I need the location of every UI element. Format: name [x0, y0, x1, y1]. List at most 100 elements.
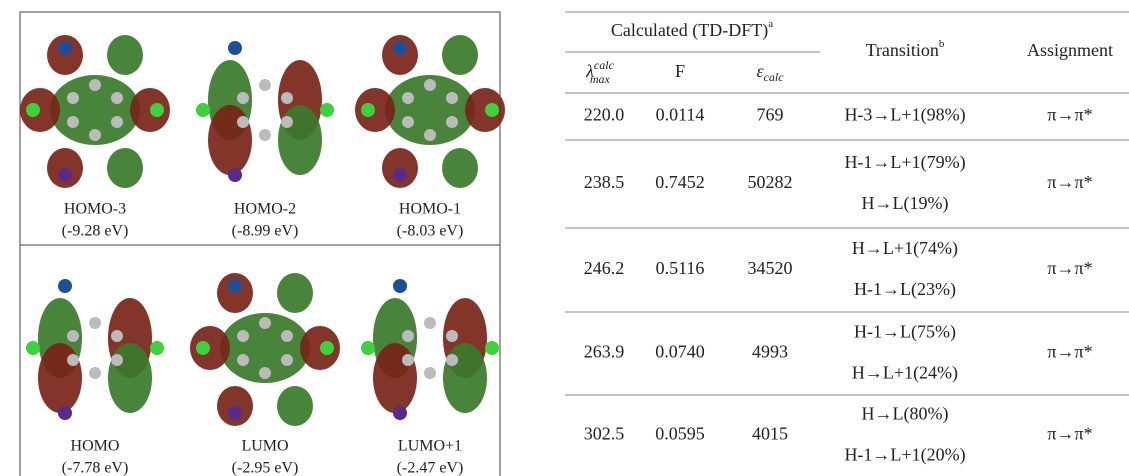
orbital-energy: (-2.95 eV) — [232, 460, 299, 476]
atom — [89, 317, 101, 329]
atom — [320, 341, 334, 355]
atom — [228, 41, 242, 55]
orbital-image — [196, 41, 334, 182]
atom — [259, 79, 271, 91]
atom — [281, 116, 293, 128]
cell-f: 0.5116 — [656, 258, 705, 278]
orbital-lobe — [278, 105, 322, 175]
atom — [237, 116, 249, 128]
cell-eps: 34520 — [748, 258, 793, 278]
atom — [196, 103, 210, 117]
orbital-lobe — [277, 273, 313, 313]
cell-assignment: π→π* — [1047, 105, 1092, 125]
atom — [361, 103, 375, 117]
cell-assignment: π→π* — [1047, 258, 1092, 278]
cell-f: 0.0114 — [656, 105, 705, 125]
atom — [402, 92, 414, 104]
orbital-lobe — [107, 148, 143, 188]
orbital-energy: (-8.99 eV) — [232, 223, 299, 240]
orbital-label: HOMO-2 — [234, 201, 296, 218]
cell-transition: H-1→L+1(20%) — [844, 445, 965, 466]
header-transition: Transitionb — [866, 38, 945, 61]
orbital-grid: HOMO-3(-9.28 eV)HOMO-2(-8.99 eV)HOMO-1(-… — [20, 35, 505, 476]
cell-assignment: π→π* — [1047, 172, 1092, 192]
atom — [259, 129, 271, 141]
atom — [446, 354, 458, 366]
orbital-lobe — [442, 35, 478, 75]
atom — [237, 330, 249, 342]
atom — [58, 168, 72, 182]
orbital-image — [26, 279, 164, 420]
atom — [281, 354, 293, 366]
orbital-image — [361, 279, 499, 420]
atom — [446, 330, 458, 342]
atom — [485, 341, 499, 355]
header-assignment: Assignment — [1027, 40, 1113, 60]
cell-lambda: 238.5 — [584, 172, 625, 192]
atom — [446, 92, 458, 104]
atom — [402, 330, 414, 342]
orbital-energy: (-8.03 eV) — [397, 223, 464, 240]
cell-f: 0.7452 — [655, 172, 705, 192]
orbital-lobe — [107, 35, 143, 75]
figure: HOMO-3(-9.28 eV)HOMO-2(-8.99 eV)HOMO-1(-… — [0, 0, 1129, 476]
orbital-energy: (-2.47 eV) — [397, 460, 464, 476]
atom — [424, 79, 436, 91]
atom — [67, 354, 79, 366]
cell-eps: 769 — [757, 105, 784, 125]
cell-assignment: π→π* — [1047, 342, 1092, 362]
atom — [26, 341, 40, 355]
cell-f: 0.0595 — [655, 424, 705, 444]
cell-eps: 4015 — [752, 424, 788, 444]
orbital-label: LUMO — [241, 438, 288, 455]
cell-transition: H-1→L(75%) — [854, 322, 956, 343]
atom — [58, 406, 72, 420]
atom — [446, 116, 458, 128]
orbital-image — [190, 273, 340, 426]
atom — [281, 92, 293, 104]
atom — [361, 341, 375, 355]
cell-eps: 4993 — [752, 342, 788, 362]
atom — [393, 406, 407, 420]
header-f: F — [675, 61, 685, 81]
cell-f: 0.0740 — [655, 342, 705, 362]
orbital-energy: (-9.28 eV) — [62, 223, 129, 240]
atom — [259, 317, 271, 329]
atom — [67, 92, 79, 104]
orbital-lobe — [442, 148, 478, 188]
atom — [111, 354, 123, 366]
atom — [281, 330, 293, 342]
atom — [320, 103, 334, 117]
cell-assignment: π→π* — [1047, 424, 1092, 444]
atom — [111, 116, 123, 128]
orbital-lobe — [38, 343, 82, 413]
cell-lambda: 246.2 — [584, 258, 625, 278]
atom — [26, 103, 40, 117]
atom — [485, 103, 499, 117]
cell-lambda: 302.5 — [584, 424, 625, 444]
atom — [402, 116, 414, 128]
cell-transition: H→L+1(24%) — [852, 363, 958, 384]
orbital-label: HOMO — [71, 438, 120, 455]
orbital-lobe — [208, 105, 252, 175]
cell-transition: H-3→L+1(98%) — [844, 105, 965, 126]
atom — [259, 367, 271, 379]
atom — [424, 367, 436, 379]
atom — [89, 79, 101, 91]
atom — [111, 330, 123, 342]
cell-transition: H→L(19%) — [862, 193, 949, 214]
atom — [111, 92, 123, 104]
atom — [58, 41, 72, 55]
atom — [393, 41, 407, 55]
atom — [424, 317, 436, 329]
cell-transition: H-1→L+1(79%) — [844, 152, 965, 173]
atom — [228, 168, 242, 182]
orbital-label: LUMO+1 — [398, 438, 462, 455]
orbital-label: HOMO-1 — [399, 201, 461, 218]
atom — [424, 129, 436, 141]
atom — [228, 406, 242, 420]
orbital-lobe — [443, 343, 487, 413]
atom — [150, 103, 164, 117]
